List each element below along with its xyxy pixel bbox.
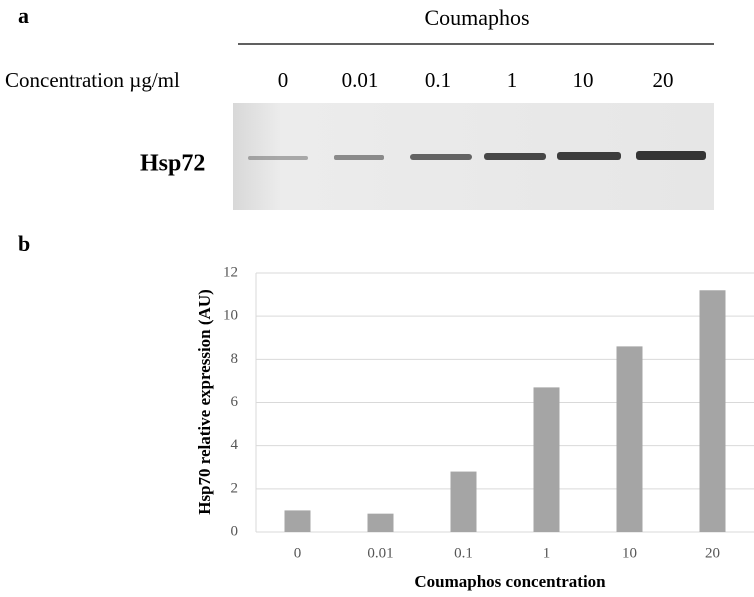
y-tick-label: 8 (231, 351, 239, 367)
x-tick-label: 0.01 (367, 545, 393, 561)
y-tick-label: 10 (223, 308, 238, 324)
panel-label: a (18, 3, 29, 28)
y-tick-label: 2 (231, 480, 239, 496)
lane-label: 1 (507, 68, 518, 92)
x-tick-label: 0 (294, 545, 302, 561)
x-tick-label: 20 (705, 545, 720, 561)
lane-label: 10 (573, 68, 594, 92)
protein-label: Hsp72 (140, 151, 205, 177)
bar (700, 290, 726, 532)
bar (368, 514, 394, 532)
bar (285, 510, 311, 532)
y-tick-label: 6 (231, 394, 239, 410)
concentration-label: Concentration µg/ml (5, 68, 180, 92)
lane-label: 0 (278, 68, 289, 92)
lane-label: 0.01 (342, 68, 379, 92)
x-axis-title: Coumaphos concentration (414, 572, 606, 591)
bar (617, 346, 643, 532)
figure: a Coumaphos Concentration µg/ml Hsp72 b … (0, 0, 754, 597)
lane-label: 0.1 (425, 68, 451, 92)
y-tick-label: 4 (231, 437, 239, 453)
x-tick-label: 10 (622, 545, 637, 561)
lane-label: 20 (653, 68, 674, 92)
y-tick-label: 12 (223, 264, 238, 280)
panel-label: b (18, 231, 30, 256)
bar (534, 387, 560, 532)
bar (451, 472, 477, 532)
x-tick-label: 1 (543, 545, 551, 561)
treatment: Coumaphos (424, 5, 529, 30)
y-tick-label: 0 (231, 523, 239, 539)
x-tick-label: 0.1 (454, 545, 473, 561)
y-axis-title: Hsp70 relative expression (AU) (195, 289, 214, 515)
